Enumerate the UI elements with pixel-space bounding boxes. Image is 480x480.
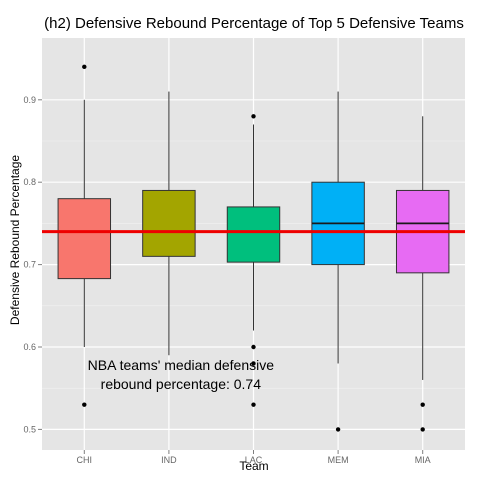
outlier-point [251,344,256,350]
outlier-point [420,402,425,407]
annotation-line-2: rebound percentage: 0.74 [101,376,262,392]
outlier-point [251,361,256,366]
y-tick-label: 0.9 [23,95,36,105]
box-body [226,206,281,263]
y-tick-label: 0.6 [23,342,36,352]
outlier-point [335,427,341,432]
outlier-point [82,402,87,407]
box-chi [57,64,112,407]
y-tick-label: 0.7 [23,260,36,270]
outlier-point [420,427,425,432]
y-tick-label: 0.8 [23,177,36,187]
outlier-point [251,402,256,407]
x-tick-label: CHI [77,455,93,465]
x-axis-title: Team [239,459,268,473]
chart-title: (h2) Defensive Rebound Percentage of Top… [44,15,464,32]
axis-ticks: 0.5 0.6 0.7 0.8 0.9 CHI IND LAC MEM MIA [23,95,430,465]
box-mem [311,91,365,432]
annotation-line-1: NBA teams' median defensive [88,357,275,373]
y-axis-title: Defensive Rebound Percentage [8,155,22,325]
x-tick-label: IND [161,455,177,465]
outlier-point [251,114,256,119]
y-tick-label: 0.5 [23,424,36,434]
x-tick-label: MIA [415,455,431,465]
box-body [142,189,196,257]
box-body [57,198,112,280]
outlier-point [82,64,87,70]
x-tick-label: MEM [328,455,349,465]
x-tick-label: LAC [245,455,263,465]
boxes-layer [57,64,450,432]
